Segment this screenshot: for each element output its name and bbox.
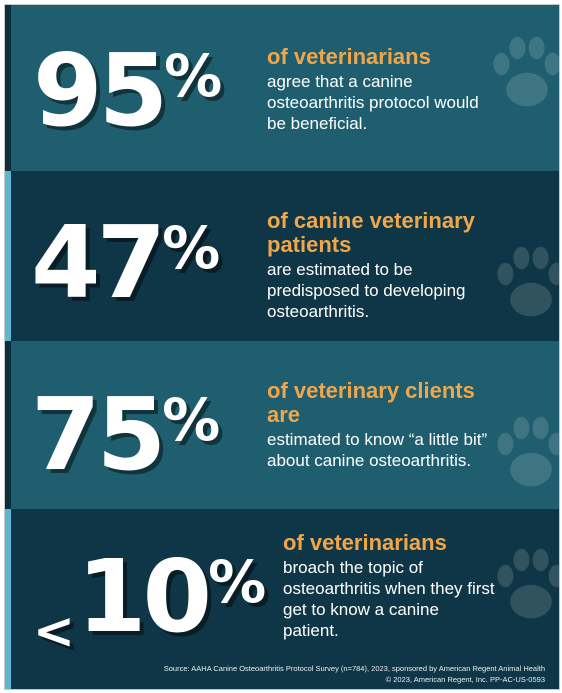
stat-number: 47% [31,204,221,321]
infographic: 95% of veterinarians agree that a canine… [4,4,560,690]
paw-print-icon [497,416,559,487]
stat-description: agree that a canine osteoarthritis proto… [267,72,479,133]
stat-headline: of veterinarians [283,530,447,555]
stat-number: 75% [31,376,221,493]
stat-block-10: <10% of veterinarians broach the topic o… [5,509,559,689]
stat-text: of veterinary clients are estimated to k… [267,379,499,471]
stat-text: of veterinarians agree that a canine ost… [267,45,499,134]
stat-headline: of canine veterinary patients [267,208,475,257]
stat-headline: of veterinary clients are [267,378,475,427]
stat-headline: of veterinarians [267,44,431,69]
stat-description: are estimated to be predisposed to devel… [267,260,466,321]
stat-description: estimated to know “a little bit” about c… [267,430,488,470]
accent-stripe [5,5,11,171]
paw-print-icon [497,246,559,317]
stat-number: 95% [33,32,223,149]
stat-number: <10% [33,538,267,660]
stat-block-75: 75% of veterinary clients are estimated … [5,341,559,509]
stat-text: of canine veterinary patients are estima… [267,209,499,322]
less-than-symbol: < [33,601,75,660]
paw-print-icon [497,548,559,619]
accent-stripe [5,341,11,509]
accent-stripe [5,509,11,689]
stat-description: broach the topic of osteoarthritis when … [283,558,495,640]
source-citation: Source: AAHA Canine Osteoarthritis Proto… [163,664,545,673]
stat-block-47: 47% of canine veterinary patients are es… [5,171,559,341]
stat-block-95: 95% of veterinarians agree that a canine… [5,5,559,171]
copyright: © 2023, American Regent, Inc. PP-AC-US-0… [385,675,545,684]
stat-text: of veterinarians broach the topic of ost… [283,531,499,641]
footer: Source: AAHA Canine Osteoarthritis Proto… [164,663,545,685]
accent-stripe [5,171,11,341]
